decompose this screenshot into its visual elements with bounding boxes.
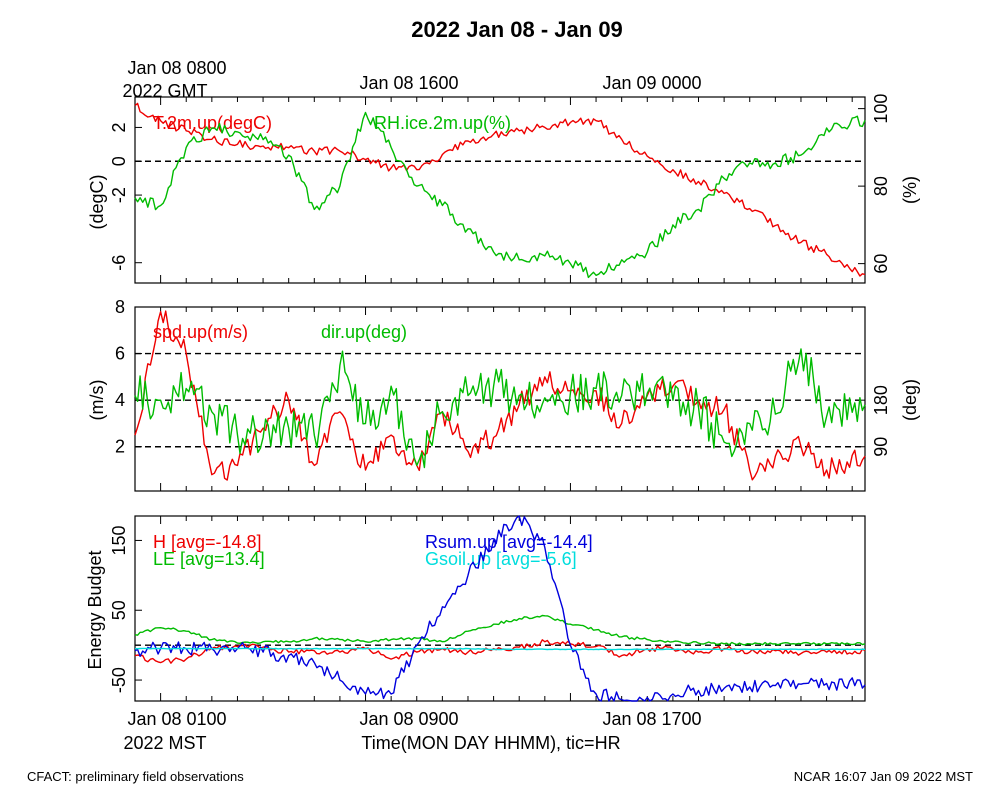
top-axis-label: Jan 08 1600 xyxy=(359,73,458,93)
y-tick-label: 6 xyxy=(115,344,125,364)
x-axis-title: Time(MON DAY HHMM), tic=HR xyxy=(361,733,620,753)
series-line-rsum xyxy=(134,515,866,702)
y-tick-label: 4 xyxy=(115,390,125,410)
series-line-gsoil xyxy=(134,647,866,651)
y2-tick-label: 180 xyxy=(871,385,891,415)
y2-tick-label: 90 xyxy=(871,437,891,457)
panel3-y-label: Energy Budget xyxy=(85,550,105,669)
y-tick-label: -50 xyxy=(109,667,129,693)
footer-left: CFACT: preliminary field observations xyxy=(27,769,244,784)
legend-h: H [avg=-14.8] xyxy=(153,532,262,552)
chart-marks: -6 -2 0 2 60 80 100 2 4 6 8 90 180 -50 50 150 xyxy=(109,94,891,702)
legend-temperature: T.2m.up(degC) xyxy=(153,113,272,133)
y-tick-label: 0 xyxy=(109,156,129,166)
legend-le: LE [avg=13.4] xyxy=(153,549,265,569)
bottom-axis-first-label-line2: 2022 MST xyxy=(123,733,206,753)
y-tick-label: 150 xyxy=(109,525,129,555)
bottom-axis-label: Jan 08 1700 xyxy=(602,709,701,729)
series-line-dir xyxy=(134,348,866,469)
y-tick-label: 50 xyxy=(109,600,129,620)
footer-right: NCAR 16:07 Jan 09 2022 MST xyxy=(794,769,973,784)
y-tick-label: 2 xyxy=(109,122,129,132)
panel1-y-label: (degC) xyxy=(87,174,107,229)
top-axis-first-label-line1: Jan 08 0800 xyxy=(127,58,226,78)
panel2-frame xyxy=(134,306,866,492)
panel1-y2-label: (%) xyxy=(900,176,920,204)
series-line-spd xyxy=(134,310,866,481)
y2-tick-label: 80 xyxy=(871,176,891,196)
y-tick-label: 8 xyxy=(115,297,125,317)
bottom-axis-label: Jan 08 0900 xyxy=(359,709,458,729)
series-line-t xyxy=(134,102,866,277)
panel2-y-label: (m/s) xyxy=(87,380,107,421)
series-line-rh xyxy=(134,111,866,279)
top-axis-label: Jan 09 0000 xyxy=(602,73,701,93)
series-line-le xyxy=(134,614,866,646)
y-tick-label: -6 xyxy=(109,255,129,271)
y-tick-label: 2 xyxy=(115,437,125,457)
legend-rsum: Rsum.up [avg=-14.4] xyxy=(425,532,593,552)
top-axis-first-label-line2: 2022 GMT xyxy=(122,81,207,101)
panel2-y2-label: (deg) xyxy=(900,379,920,421)
panel1-frame xyxy=(134,96,866,284)
panel3-frame xyxy=(134,515,866,702)
y2-tick-label: 60 xyxy=(871,254,891,274)
legend-rh-ice: RH.ice.2m.up(%) xyxy=(374,113,511,133)
series-line-h xyxy=(134,639,866,664)
bottom-axis-first-label-line1: Jan 08 0100 xyxy=(127,709,226,729)
chart-title: 2022 Jan 08 - Jan 09 xyxy=(411,17,623,42)
legend-gsoil: Gsoil.up [avg=-5.6] xyxy=(425,549,577,569)
y-tick-label: -2 xyxy=(109,187,129,203)
legend-wind-direction: dir.up(deg) xyxy=(321,322,407,342)
y2-tick-label: 100 xyxy=(871,94,891,124)
